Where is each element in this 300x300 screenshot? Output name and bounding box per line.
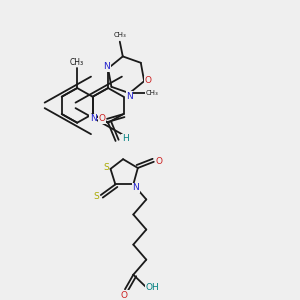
- Text: N: N: [132, 183, 139, 192]
- Text: O: O: [120, 291, 127, 300]
- Text: CH₃: CH₃: [146, 90, 158, 96]
- Text: O: O: [145, 76, 152, 85]
- Text: N: N: [126, 92, 133, 100]
- Text: H: H: [122, 134, 128, 143]
- Text: O: O: [98, 114, 105, 123]
- Text: N: N: [90, 114, 97, 123]
- Text: CH₃: CH₃: [113, 32, 126, 38]
- Text: CH₃: CH₃: [70, 58, 84, 67]
- Text: S: S: [93, 192, 99, 201]
- Text: N: N: [103, 62, 110, 71]
- Text: O: O: [156, 157, 163, 166]
- Text: OH: OH: [145, 283, 159, 292]
- Text: S: S: [103, 163, 109, 172]
